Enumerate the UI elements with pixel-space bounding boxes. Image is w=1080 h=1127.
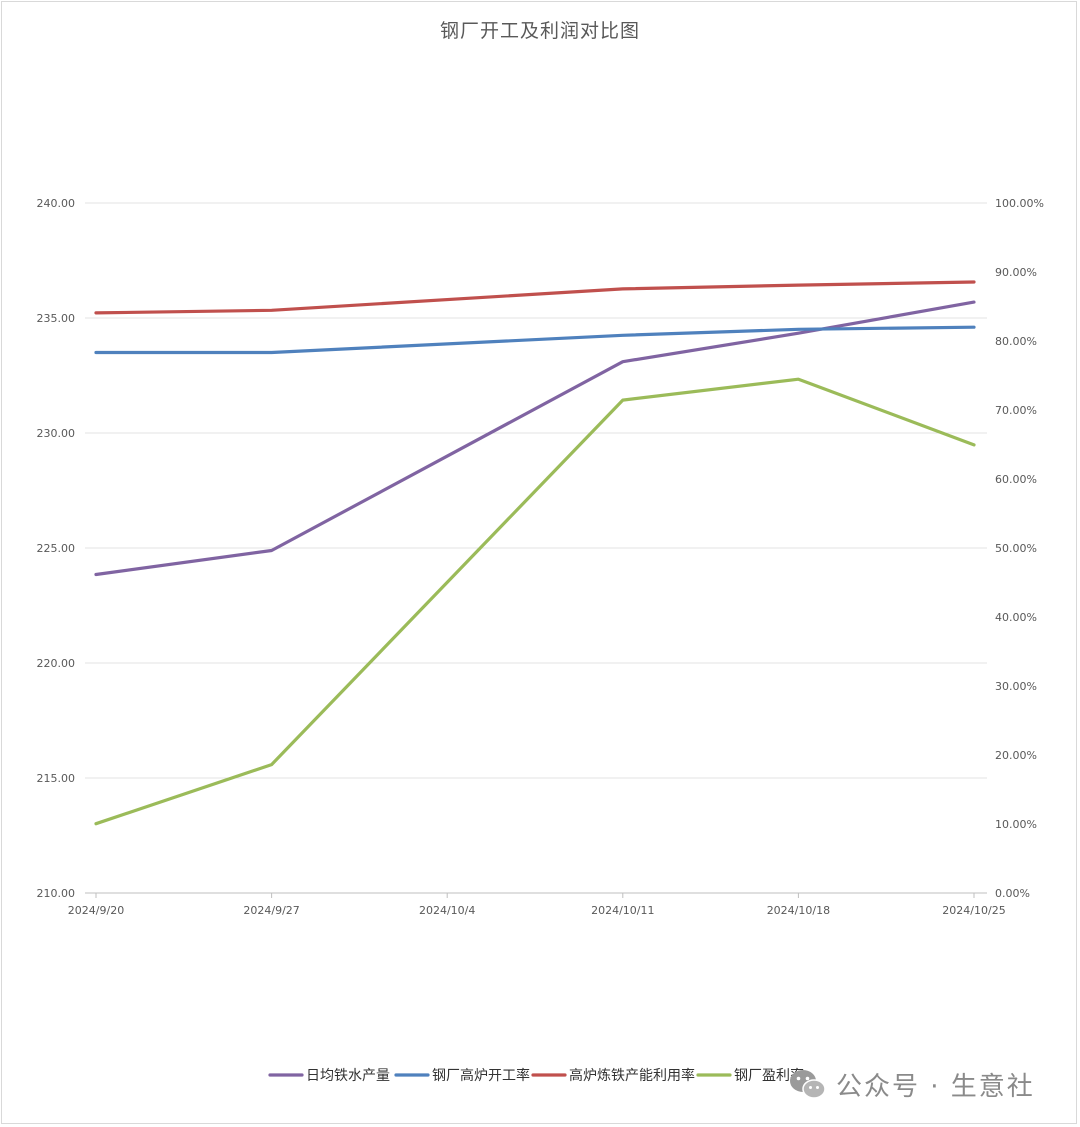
y-left-tick-label: 210.00 [37, 887, 76, 900]
x-tick-label: 2024/10/11 [591, 904, 654, 917]
x-tick-label: 2024/10/25 [942, 904, 1005, 917]
legend-label: 高炉炼铁产能利用率 [569, 1067, 695, 1084]
x-tick-label: 2024/9/27 [243, 904, 299, 917]
series-line [94, 300, 976, 577]
watermark: 公众号 · 生意社 [788, 1064, 1035, 1104]
series-line [94, 325, 976, 355]
y-left-tick-label: 220.00 [37, 657, 76, 670]
y-right-tick-label: 0.00% [995, 887, 1030, 900]
y-right-tick-label: 50.00% [995, 542, 1037, 555]
watermark-text: 公众号 · 生意社 [836, 1071, 1035, 1102]
y-left-tick-label: 225.00 [37, 542, 76, 555]
y-left-tick-label: 240.00 [37, 197, 76, 210]
y-left-tick-label: 215.00 [37, 772, 76, 785]
x-tick-label: 2024/10/4 [419, 904, 475, 917]
y-right-tick-label: 100.00% [995, 197, 1044, 210]
chart-title: 钢厂开工及利润对比图 [439, 20, 640, 42]
y-left-tick-label: 235.00 [37, 312, 76, 325]
y-right-tick-label: 30.00% [995, 680, 1037, 693]
y-right-tick-label: 20.00% [995, 749, 1037, 762]
series-line [94, 377, 976, 826]
legend-label: 钢厂盈利率 [734, 1067, 804, 1084]
x-tick-label: 2024/9/20 [68, 904, 124, 917]
y-right-tick-label: 10.00% [995, 818, 1037, 831]
y-right-tick-label: 60.00% [995, 473, 1037, 486]
y-right-tick-label: 40.00% [995, 611, 1037, 624]
y-right-tick-label: 70.00% [995, 404, 1037, 417]
wechat-icon [788, 1067, 828, 1101]
x-tick-label: 2024/10/18 [767, 904, 830, 917]
series-line [94, 280, 976, 315]
legend-label: 日均铁水产量 [306, 1068, 390, 1084]
y-right-tick-label: 80.00% [995, 335, 1037, 348]
legend-label: 钢厂高炉开工率 [432, 1067, 530, 1084]
y-right-tick-label: 90.00% [995, 266, 1037, 279]
y-left-tick-label: 230.00 [37, 427, 76, 440]
